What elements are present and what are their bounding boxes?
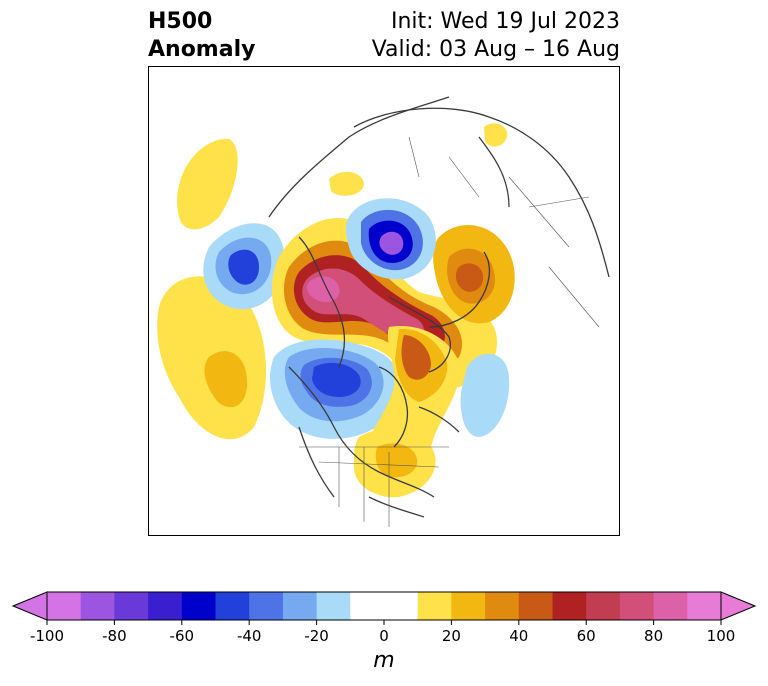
- colorbar-swatch: [148, 592, 183, 620]
- colorbar-tick-label: -100: [29, 627, 65, 645]
- colorbar-extend-min: [11, 591, 48, 621]
- colorbar-swatch: [47, 592, 82, 620]
- colorbar-unit: m: [373, 648, 395, 673]
- colorbar-swatch: [350, 592, 385, 620]
- title-variable: H500: [148, 9, 213, 34]
- colorbar-swatch: [80, 592, 115, 620]
- colorbar-swatch: [451, 592, 486, 620]
- colorbar-swatch: [586, 592, 621, 620]
- colorbar-ticks: [46, 620, 722, 625]
- colorbar-tick-label: -80: [102, 627, 127, 645]
- colorbar-tick-label: -60: [169, 627, 195, 645]
- arctic-negative-core: [379, 231, 404, 255]
- colorbar-swatch: [552, 592, 587, 620]
- colorbar-tick-label: 20: [441, 627, 461, 645]
- colorbar-tick-label: 100: [706, 627, 736, 645]
- us-positive-core: [375, 443, 418, 478]
- borders: [299, 136, 600, 527]
- pacific-negative-inner: [228, 249, 259, 285]
- canada-negative-core: [312, 362, 361, 397]
- small-positive-ne: [484, 123, 508, 147]
- east-positive-hotspot: [401, 335, 431, 380]
- title-field: Anomaly: [148, 37, 256, 62]
- colorbar-swatch: [485, 592, 520, 620]
- colorbar-swatch: [384, 592, 419, 620]
- colorbar-tick-label: 0: [379, 627, 389, 645]
- valid-time: Valid: 03 Aug – 16 Aug: [371, 37, 620, 62]
- anomaly-contours: [157, 123, 515, 498]
- colorbar-tick-label: 40: [509, 627, 529, 645]
- map-svg: [157, 96, 610, 527]
- colorbar-swatch: [215, 592, 250, 620]
- small-positive-north: [329, 171, 364, 196]
- colorbar-swatch: [282, 592, 318, 620]
- siberia-positive-core: [455, 263, 484, 292]
- colorbar-tick-label: 80: [644, 627, 664, 645]
- colorbar-swatch: [653, 592, 688, 620]
- colorbar-swatch: [687, 592, 722, 620]
- colorbar-swatch: [518, 592, 553, 620]
- arctic-positive-peak: [307, 276, 340, 303]
- colorbar-tick-label: -40: [236, 627, 262, 645]
- colorbar-swatch: [316, 592, 351, 620]
- colorbar: [11, 591, 757, 625]
- colorbar-tick-label: 60: [576, 627, 596, 645]
- colorbar-swatch: [619, 592, 655, 620]
- title-left: H500 Anomaly: [148, 8, 255, 64]
- coastlines: [268, 96, 610, 518]
- west-positive-core: [204, 351, 248, 408]
- init-time: Init: Wed 19 Jul 2023: [390, 9, 620, 34]
- colorbar-swatch: [181, 592, 216, 620]
- anomaly-map: [148, 66, 620, 536]
- pacific-positive-anomaly: [177, 138, 238, 230]
- colorbar-swatches: [47, 592, 722, 620]
- colorbar-extend-max: [720, 591, 757, 621]
- colorbar-swatch: [417, 592, 452, 620]
- colorbar-tick-label: -20: [304, 627, 329, 645]
- title-right: Init: Wed 19 Jul 2023 Valid: 03 Aug – 16…: [372, 8, 620, 64]
- colorbar-swatch: [249, 592, 284, 620]
- colorbar-swatch: [114, 592, 149, 620]
- atlantic-negative-anomaly: [460, 353, 510, 437]
